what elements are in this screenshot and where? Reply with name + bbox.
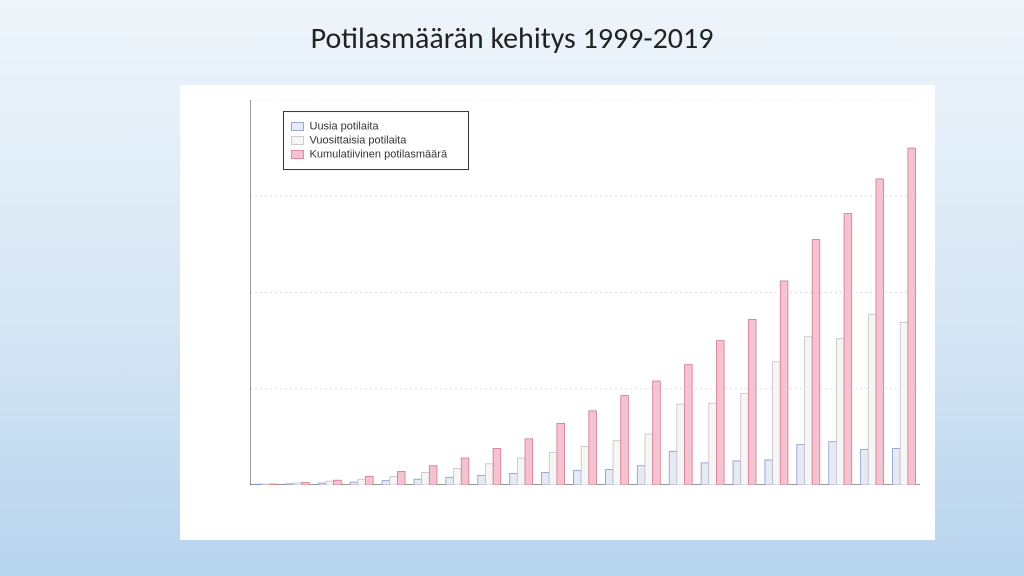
bar <box>669 451 677 485</box>
bar <box>908 148 916 485</box>
bar <box>510 473 518 485</box>
bar <box>525 439 533 485</box>
bar <box>542 472 550 485</box>
bar <box>685 365 693 485</box>
bar <box>589 411 597 485</box>
bar <box>733 461 741 485</box>
bar <box>358 479 366 485</box>
bar <box>653 381 661 485</box>
bar <box>446 477 454 485</box>
bar <box>773 362 781 485</box>
bar <box>414 479 422 485</box>
bar <box>836 339 844 485</box>
bar <box>812 240 820 485</box>
legend-label: Kumulatiivinen potilasmäärä <box>310 149 448 161</box>
bar <box>605 470 613 485</box>
bar <box>493 448 501 485</box>
bar <box>294 483 302 485</box>
bar <box>454 469 462 485</box>
bar <box>748 319 756 485</box>
chart-panel: 0100002000030000400001999200120032005200… <box>180 85 935 540</box>
bar <box>701 463 709 485</box>
legend-swatch <box>292 123 304 131</box>
bar <box>366 476 374 485</box>
bar <box>581 447 589 486</box>
bar <box>805 337 813 485</box>
bar <box>637 466 645 485</box>
bar <box>900 322 908 485</box>
bar <box>893 448 901 485</box>
bar <box>382 481 390 485</box>
bar <box>557 423 565 485</box>
bar <box>397 472 405 485</box>
bar <box>741 394 749 485</box>
bar <box>485 464 493 485</box>
bar <box>478 475 486 485</box>
legend-swatch <box>292 151 304 159</box>
bar-chart: 0100002000030000400001999200120032005200… <box>250 100 920 485</box>
bar <box>677 404 685 485</box>
bar <box>326 481 334 485</box>
plot-area: 0100002000030000400001999200120032005200… <box>250 100 920 485</box>
bar <box>716 341 724 485</box>
bar <box>262 484 270 485</box>
bar <box>549 452 557 485</box>
bar <box>868 315 876 485</box>
bar <box>709 403 717 485</box>
bar <box>797 445 805 485</box>
bar <box>780 281 788 485</box>
bar <box>645 434 653 485</box>
page-title: Potilasmäärän kehitys 1999-2019 <box>0 20 1024 57</box>
bar <box>829 442 837 485</box>
bar <box>254 484 262 485</box>
bar <box>844 214 852 485</box>
bar <box>270 484 278 485</box>
bar <box>517 458 525 485</box>
bar <box>765 460 773 485</box>
slide-background: Potilasmäärän kehitys 1999-2019 01000020… <box>0 0 1024 576</box>
bar <box>621 395 629 485</box>
legend-label: Uusia potilaita <box>310 121 380 133</box>
bar <box>334 480 342 485</box>
bar <box>876 179 884 485</box>
bar <box>429 466 437 485</box>
bar <box>350 482 358 485</box>
bar <box>613 441 621 485</box>
bar <box>302 483 310 485</box>
bar <box>861 449 869 485</box>
legend-label: Vuosittaisia potilaita <box>310 135 408 147</box>
bar <box>286 484 294 485</box>
legend-swatch <box>292 137 304 145</box>
bar <box>390 476 398 485</box>
bar <box>574 471 582 485</box>
bar <box>461 458 469 485</box>
bar <box>422 472 430 485</box>
bar <box>318 483 326 485</box>
